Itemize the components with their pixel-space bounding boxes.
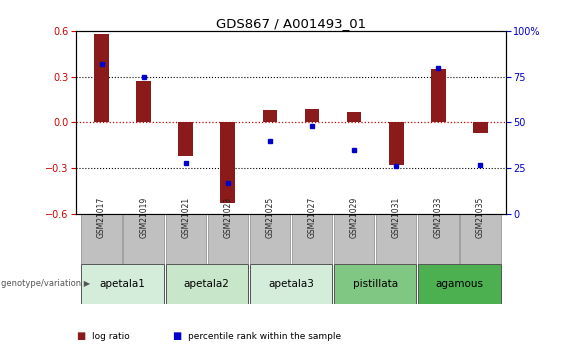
Text: ■: ■ xyxy=(76,332,85,341)
Text: agamous: agamous xyxy=(436,279,484,289)
Text: GSM21025: GSM21025 xyxy=(266,197,275,238)
Text: genotype/variation ▶: genotype/variation ▶ xyxy=(1,279,90,288)
Bar xyxy=(166,264,248,304)
Bar xyxy=(94,34,109,122)
Bar xyxy=(250,214,290,264)
Bar xyxy=(305,109,319,122)
Text: GSM21021: GSM21021 xyxy=(181,197,190,238)
Bar xyxy=(418,214,459,264)
Text: apetala3: apetala3 xyxy=(268,279,314,289)
Text: percentile rank within the sample: percentile rank within the sample xyxy=(188,332,341,341)
Text: ■: ■ xyxy=(172,332,181,341)
Bar xyxy=(473,122,488,133)
Text: GSM21031: GSM21031 xyxy=(392,197,401,238)
Bar xyxy=(418,264,501,304)
Text: apetala1: apetala1 xyxy=(99,279,146,289)
Bar xyxy=(81,214,121,264)
Bar xyxy=(334,214,375,264)
Bar xyxy=(389,122,403,165)
Text: GSM21035: GSM21035 xyxy=(476,197,485,238)
Bar xyxy=(123,214,164,264)
Bar xyxy=(347,112,362,122)
Bar xyxy=(220,122,235,203)
Bar xyxy=(431,69,446,122)
Text: GSM21029: GSM21029 xyxy=(350,197,359,238)
Text: GSM21033: GSM21033 xyxy=(434,197,443,238)
Text: GSM21023: GSM21023 xyxy=(223,197,232,238)
Text: log ratio: log ratio xyxy=(92,332,130,341)
Title: GDS867 / A001493_01: GDS867 / A001493_01 xyxy=(216,17,366,30)
Bar xyxy=(460,214,501,264)
Bar xyxy=(263,110,277,122)
Text: apetala2: apetala2 xyxy=(184,279,230,289)
Bar xyxy=(166,214,206,264)
Bar xyxy=(136,81,151,122)
Bar xyxy=(207,214,248,264)
Text: GSM21019: GSM21019 xyxy=(139,197,148,238)
Bar xyxy=(292,214,332,264)
Bar xyxy=(376,214,416,264)
Text: pistillata: pistillata xyxy=(353,279,398,289)
Bar xyxy=(250,264,332,304)
Bar xyxy=(334,264,416,304)
Text: GSM21027: GSM21027 xyxy=(307,197,316,238)
Bar xyxy=(81,264,164,304)
Bar xyxy=(179,122,193,156)
Text: GSM21017: GSM21017 xyxy=(97,197,106,238)
